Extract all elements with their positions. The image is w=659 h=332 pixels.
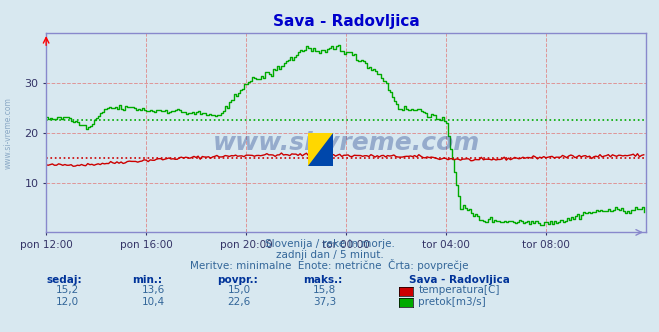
Polygon shape	[308, 133, 333, 166]
Text: www.si-vreme.com: www.si-vreme.com	[3, 97, 13, 169]
Text: povpr.:: povpr.:	[217, 275, 258, 285]
Text: pretok[m3/s]: pretok[m3/s]	[418, 297, 486, 307]
Title: Sava - Radovljica: Sava - Radovljica	[273, 14, 419, 29]
Text: 12,0: 12,0	[56, 297, 79, 307]
Text: www.si-vreme.com: www.si-vreme.com	[212, 131, 480, 155]
Text: 22,6: 22,6	[227, 297, 250, 307]
Text: Slovenija / reke in morje.: Slovenija / reke in morje.	[264, 239, 395, 249]
Text: zadnji dan / 5 minut.: zadnji dan / 5 minut.	[275, 250, 384, 260]
Text: min.:: min.:	[132, 275, 162, 285]
Text: 15,0: 15,0	[227, 286, 250, 295]
Text: 37,3: 37,3	[313, 297, 336, 307]
Text: 15,2: 15,2	[56, 286, 79, 295]
Text: maks.:: maks.:	[303, 275, 343, 285]
Text: Sava - Radovljica: Sava - Radovljica	[409, 275, 509, 285]
Text: Meritve: minimalne  Enote: metrične  Črta: povprečje: Meritve: minimalne Enote: metrične Črta:…	[190, 259, 469, 271]
Text: 13,6: 13,6	[142, 286, 165, 295]
Text: sedaj:: sedaj:	[46, 275, 82, 285]
Text: 15,8: 15,8	[313, 286, 336, 295]
Text: temperatura[C]: temperatura[C]	[418, 286, 500, 295]
Text: 10,4: 10,4	[142, 297, 165, 307]
Polygon shape	[308, 133, 333, 166]
